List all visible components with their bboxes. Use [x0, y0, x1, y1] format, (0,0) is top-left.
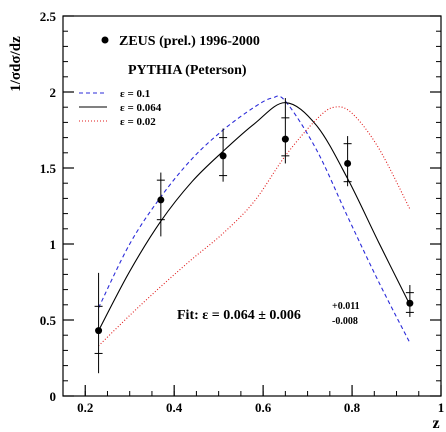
y-axis-label: 1/σdσ/dz [8, 36, 24, 92]
legend-label-eps-0-02: ε = 0.02 [120, 116, 156, 128]
y-tick-label: 0.5 [40, 313, 57, 328]
data-point [281, 135, 289, 143]
legend: ZEUS (prel.) 1996-2000 PYTHIA (Peterson)… [79, 34, 260, 128]
legend-model-heading: PYTHIA (Peterson) [128, 63, 247, 78]
y-tick-label: 1 [50, 237, 57, 252]
legend-label-eps-0-1: ε = 0.1 [120, 88, 150, 100]
legend-data-label: ZEUS (prel.) 1996-2000 [119, 34, 260, 49]
series-line-2 [98, 106, 411, 347]
fit-lower-error: -0.008 [332, 316, 358, 327]
legend-data-marker [101, 36, 109, 44]
series-line-0 [98, 95, 411, 344]
x-tick-label: 0.6 [255, 400, 272, 415]
x-tick-label: 0.2 [77, 400, 93, 415]
y-tick-label: 0 [50, 389, 57, 404]
x-tick-label: 0.8 [344, 400, 361, 415]
data-point [219, 152, 227, 160]
series-line-1 [98, 102, 411, 331]
fit-label: Fit: ε = 0.064 ± 0.006 [177, 308, 301, 323]
plot-frame [62, 15, 442, 397]
fit-upper-error: +0.011 [332, 301, 360, 312]
data-point [406, 299, 414, 307]
y-tick-label: 2 [50, 85, 57, 100]
y-tick-label: 1.5 [40, 161, 57, 176]
data-point [344, 159, 352, 167]
fit-annotation: Fit: ε = 0.064 ± 0.006 +0.011 -0.008 [177, 301, 360, 327]
x-tick-label: 0.4 [166, 400, 183, 415]
legend-label-eps-0-064: ε = 0.064 [120, 102, 162, 114]
y-tick-label: 2.5 [40, 9, 57, 24]
x-axis-label: z [432, 415, 439, 432]
data-point [95, 327, 103, 335]
x-tick-label: 1 [438, 400, 445, 415]
data-point [157, 196, 165, 204]
